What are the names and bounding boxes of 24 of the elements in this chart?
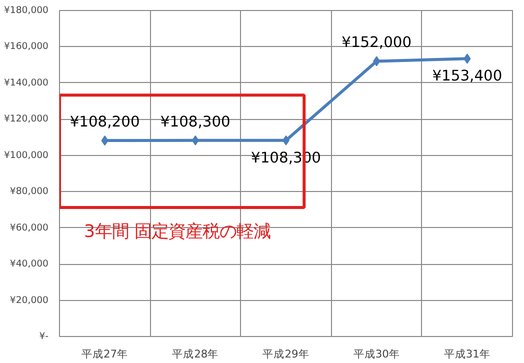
text: ¥108,200 [70, 114, 140, 131]
y-tick-label: ¥180,000 [4, 5, 49, 16]
y-tick-label: ¥100,000 [4, 150, 49, 161]
annotation: 3年間 固定資産税の軽減 [84, 222, 271, 242]
y-tick-label: ¥20,000 [10, 294, 49, 306]
point [464, 54, 471, 64]
point [101, 136, 108, 146]
x-tick-label: 平成29年 [262, 348, 310, 360]
x-tick-label: 平成30年 [353, 348, 400, 360]
x-tick-label: 平成27年 [82, 348, 128, 360]
y-tick-label: ¥- [39, 331, 49, 342]
y-tick-label: ¥60,000 [10, 222, 49, 234]
point [192, 135, 199, 146]
text: ¥153,400 [432, 68, 502, 85]
text: ¥108,300 [160, 113, 230, 130]
x-tick-label: 平成31年 [444, 348, 490, 360]
y-tick-label: ¥120,000 [4, 114, 49, 125]
y-tick-label: ¥140,000 [4, 77, 49, 88]
y-tick-label: ¥80,000 [10, 186, 49, 198]
y-tick-label: ¥40,000 [10, 258, 49, 270]
point [373, 56, 380, 66]
y-tick-label: ¥160,000 [4, 41, 49, 52]
text: ¥152,000 [342, 34, 412, 52]
x-tick-label: 平成28年 [172, 348, 219, 360]
